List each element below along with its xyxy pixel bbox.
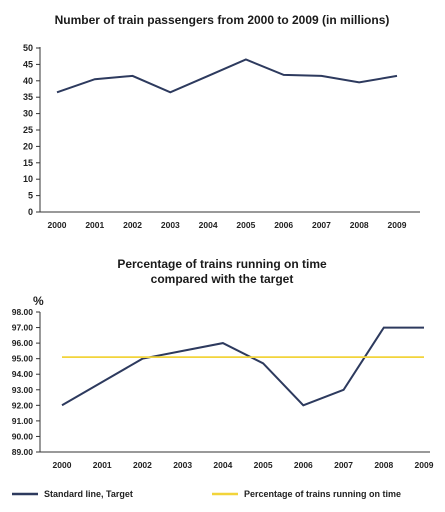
y-tick-label: 92.00 (12, 400, 34, 410)
series-1-point (358, 81, 360, 83)
x-tick-label: 2005 (236, 220, 255, 230)
y-tick-label: 0 (28, 207, 33, 217)
series-1-point (383, 326, 385, 328)
series-2-point (61, 356, 63, 358)
x-tick-label: 2003 (173, 460, 192, 470)
x-tick-label: 2004 (213, 460, 232, 470)
y-tick-label: 30 (23, 109, 33, 119)
x-tick-label: 2001 (85, 220, 104, 230)
chart-2-title-line-1: Percentage of trains running on time (117, 257, 327, 271)
y-tick-label: 95.00 (12, 354, 34, 364)
series-1-point (131, 75, 133, 77)
series-1-point (282, 74, 284, 76)
x-tick-label: 2000 (48, 220, 67, 230)
y-tick-label: 15 (23, 158, 33, 168)
series-2-point (383, 356, 385, 358)
y-tick-label: 97.00 (12, 323, 34, 333)
series-1-point (320, 75, 322, 77)
series-1-point (262, 362, 264, 364)
series-2-point (262, 356, 264, 358)
chart-2-series (61, 326, 425, 407)
series-1-point (181, 350, 183, 352)
series-line-1 (61, 326, 424, 407)
x-tick-label: 2002 (133, 460, 152, 470)
chart-1-title: Number of train passengers from 2000 to … (55, 13, 390, 27)
y-tick-label: 45 (23, 59, 33, 69)
series-1-point (302, 404, 304, 406)
y-tick-label: 90.00 (12, 431, 34, 441)
series-2-point (141, 356, 143, 358)
series-1-point (207, 75, 209, 77)
chart-2-title-line-2: compared with the target (151, 272, 294, 286)
y-tick-label: 5 (28, 191, 33, 201)
series-2-point (342, 356, 344, 358)
series-1-point (396, 75, 398, 77)
chart-1-x-ticks: 2000 2001 2002 2003 2004 2005 2006 2007 2008 2009 (48, 220, 407, 230)
y-tick-label: 91.00 (12, 416, 34, 426)
series-1-point (94, 78, 96, 80)
series-2-point (302, 356, 304, 358)
series-1-point (342, 389, 344, 391)
y-tick-label: 89.00 (12, 447, 34, 457)
chart-on-time: Percentage of trains running on time com… (12, 257, 434, 499)
x-tick-label: 2001 (93, 460, 112, 470)
x-tick-label: 2007 (312, 220, 331, 230)
series-1-point (169, 91, 171, 93)
chart-2-legend: Standard line, Target Percentage of train… (12, 489, 401, 499)
x-tick-label: 2007 (334, 460, 353, 470)
chart-2-x-ticks: 2000 2001 2002 2003 2004 2005 2006 2007 2008 2009 (53, 460, 434, 470)
x-tick-label: 2003 (161, 220, 180, 230)
y-tick-label: 94.00 (12, 369, 34, 379)
chart-2-y-ticks: 89.00 90.00 91.00 92.00 93.00 94.00 95.00 96.00… (12, 307, 40, 457)
x-tick-label: 2004 (199, 220, 218, 230)
legend-label-2: Percentage of trains running on time (244, 489, 401, 499)
series-line-1 (56, 58, 398, 94)
series-2-point (101, 356, 103, 358)
x-tick-label: 2009 (388, 220, 407, 230)
series-1-point (56, 91, 58, 93)
y-tick-label: 10 (23, 174, 33, 184)
series-2-point (222, 356, 224, 358)
y-tick-label: 93.00 (12, 385, 34, 395)
series-1-point (222, 342, 224, 344)
x-tick-label: 2005 (254, 460, 273, 470)
series-1-point (61, 404, 63, 406)
series-1-point (245, 58, 247, 60)
x-tick-label: 2009 (415, 460, 434, 470)
chart-1-y-ticks: 0 5 10 15 20 25 30 35 40 45 50 (23, 43, 40, 217)
x-tick-label: 2000 (53, 460, 72, 470)
x-tick-label: 2008 (350, 220, 369, 230)
series-2-point (181, 356, 183, 358)
series-1-point (101, 381, 103, 383)
series-1-point (423, 326, 425, 328)
y-tick-label: 98.00 (12, 307, 34, 317)
y-tick-label: 35 (23, 92, 33, 102)
chart-2-unit-label: % (33, 294, 44, 308)
y-tick-label: 40 (23, 76, 33, 86)
x-tick-label: 2002 (123, 220, 142, 230)
x-tick-label: 2008 (374, 460, 393, 470)
y-tick-label: 20 (23, 141, 33, 151)
chart-passengers: Number of train passengers from 2000 to … (23, 13, 420, 230)
chart-1-series (56, 58, 398, 94)
y-tick-label: 25 (23, 125, 33, 135)
y-tick-label: 96.00 (12, 338, 34, 348)
y-tick-label: 50 (23, 43, 33, 53)
legend-label-1: Standard line, Target (44, 489, 133, 499)
x-tick-label: 2006 (294, 460, 313, 470)
x-tick-label: 2006 (274, 220, 293, 230)
series-2-point (423, 356, 425, 358)
